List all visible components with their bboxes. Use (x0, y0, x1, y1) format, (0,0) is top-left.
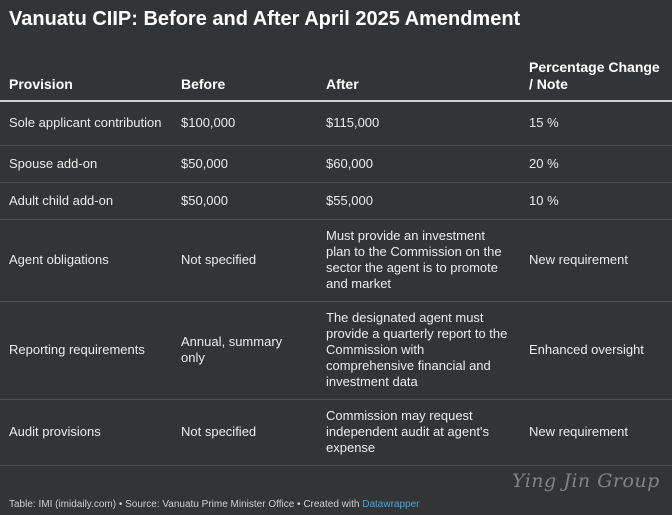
cell-change-note: New requirement (520, 219, 672, 302)
table-row: Agent obligations Not specified Must pro… (0, 219, 672, 302)
table-row: Reporting requirements Annual, summary o… (0, 301, 672, 400)
cell-before: $100,000 (172, 101, 317, 146)
cell-provision: Spouse add-on (0, 145, 172, 183)
cell-before: Not specified (172, 399, 317, 466)
cell-after: $55,000 (317, 182, 520, 220)
cell-change-note: 15 % (520, 101, 672, 146)
table-row: Audit provisions Not specified Commissio… (0, 399, 672, 466)
cell-provision: Reporting requirements (0, 301, 172, 400)
cell-change-note: 20 % (520, 145, 672, 183)
cell-after: $60,000 (317, 145, 520, 183)
cell-provision: Adult child add-on (0, 182, 172, 220)
table-header-row: Provision Before After Percentage Change… (0, 53, 672, 102)
table-footer: Table: IMI (imidaily.com) • Source: Vanu… (9, 499, 420, 510)
datawrapper-link[interactable]: Datawrapper (362, 499, 420, 510)
cell-before: Not specified (172, 219, 317, 302)
cell-change-note: Enhanced oversight (520, 301, 672, 400)
cell-before: $50,000 (172, 182, 317, 220)
cell-after: Commission may request independent audit… (317, 399, 520, 466)
column-header-provision: Provision (0, 53, 172, 102)
column-header-before: Before (172, 53, 317, 102)
cell-before: $50,000 (172, 145, 317, 183)
cell-after: $115,000 (317, 101, 520, 146)
cell-provision: Agent obligations (0, 219, 172, 302)
cell-change-note: New requirement (520, 399, 672, 466)
table-row: Adult child add-on $50,000 $55,000 10 % (0, 182, 672, 220)
footer-credits: Table: IMI (imidaily.com) • Source: Vanu… (9, 499, 363, 510)
amendment-table: Provision Before After Percentage Change… (0, 53, 672, 466)
cell-after: Must provide an investment plan to the C… (317, 219, 520, 302)
watermark-logo: Ying Jin Group (512, 470, 660, 492)
table-row: Spouse add-on $50,000 $60,000 20 % (0, 145, 672, 183)
cell-before: Annual, summary only (172, 301, 317, 400)
cell-change-note: 10 % (520, 182, 672, 220)
column-header-after: After (317, 53, 520, 102)
cell-provision: Audit provisions (0, 399, 172, 466)
page-title: Vanuatu CIIP: Before and After April 202… (9, 8, 521, 30)
column-header-change-note: Percentage Change / Note (520, 53, 672, 102)
cell-after: The designated agent must provide a quar… (317, 301, 520, 400)
cell-provision: Sole applicant contribution (0, 101, 172, 146)
table-row: Sole applicant contribution $100,000 $11… (0, 101, 672, 146)
